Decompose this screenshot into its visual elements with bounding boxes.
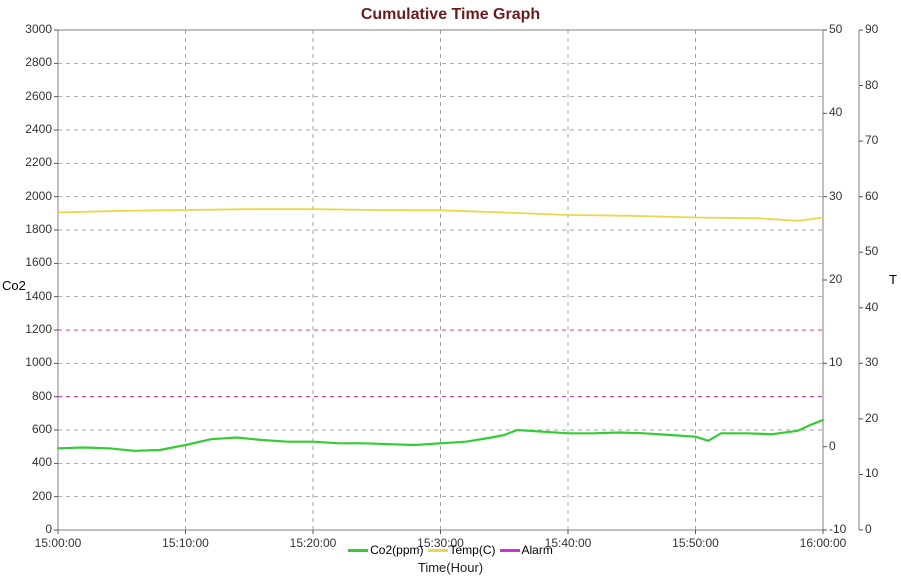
tick-label: 20 xyxy=(865,411,878,425)
tick-label: 40 xyxy=(865,300,878,314)
tick-label: 800 xyxy=(22,389,52,403)
tick-label: 1400 xyxy=(22,289,52,303)
tick-label: 40 xyxy=(829,105,842,119)
tick-label: 10 xyxy=(829,355,842,369)
tick-label: -10 xyxy=(829,522,846,536)
tick-label: 200 xyxy=(22,489,52,503)
tick-label: 600 xyxy=(22,422,52,436)
tick-label: 2600 xyxy=(22,89,52,103)
tick-label: 2000 xyxy=(22,189,52,203)
tick-label: 30 xyxy=(829,189,842,203)
x-axis-label: Time(Hour) xyxy=(0,560,901,575)
tick-label: 1200 xyxy=(22,322,52,336)
tick-label: 10 xyxy=(865,466,878,480)
legend-swatch xyxy=(348,549,368,552)
tick-label: 20 xyxy=(829,272,842,286)
tick-label: 3000 xyxy=(22,22,52,36)
tick-label: 70 xyxy=(865,133,878,147)
tick-label: 50 xyxy=(865,244,878,258)
y3-axis-label: T xyxy=(889,272,897,287)
tick-label: 2200 xyxy=(22,155,52,169)
legend-label: Co2(ppm) xyxy=(370,543,423,557)
tick-label: 80 xyxy=(865,78,878,92)
tick-label: 1000 xyxy=(22,355,52,369)
tick-label: 90 xyxy=(865,22,878,36)
legend-label: Alarm xyxy=(522,543,553,557)
legend-item-co2: Co2(ppm) xyxy=(348,543,423,557)
tick-label: 60 xyxy=(865,189,878,203)
legend-item-alarm: Alarm xyxy=(500,543,553,557)
tick-label: 1800 xyxy=(22,222,52,236)
tick-label: 1600 xyxy=(22,255,52,269)
chart-legend: Co2(ppm) Temp(C) Alarm xyxy=(0,543,901,557)
chart-container: Cumulative Time Graph Co2 02004006008001… xyxy=(0,0,901,583)
legend-swatch xyxy=(500,549,520,552)
tick-label: 0 xyxy=(865,522,872,536)
tick-label: 400 xyxy=(22,455,52,469)
legend-label: Temp(C) xyxy=(450,543,496,557)
tick-label: 2400 xyxy=(22,122,52,136)
tick-label: 0 xyxy=(22,522,52,536)
legend-swatch xyxy=(428,549,448,552)
tick-label: 0 xyxy=(829,439,836,453)
chart-plot-area xyxy=(0,0,901,583)
tick-label: 50 xyxy=(829,22,842,36)
legend-item-temp: Temp(C) xyxy=(428,543,496,557)
tick-label: 30 xyxy=(865,355,878,369)
tick-label: 2800 xyxy=(22,55,52,69)
